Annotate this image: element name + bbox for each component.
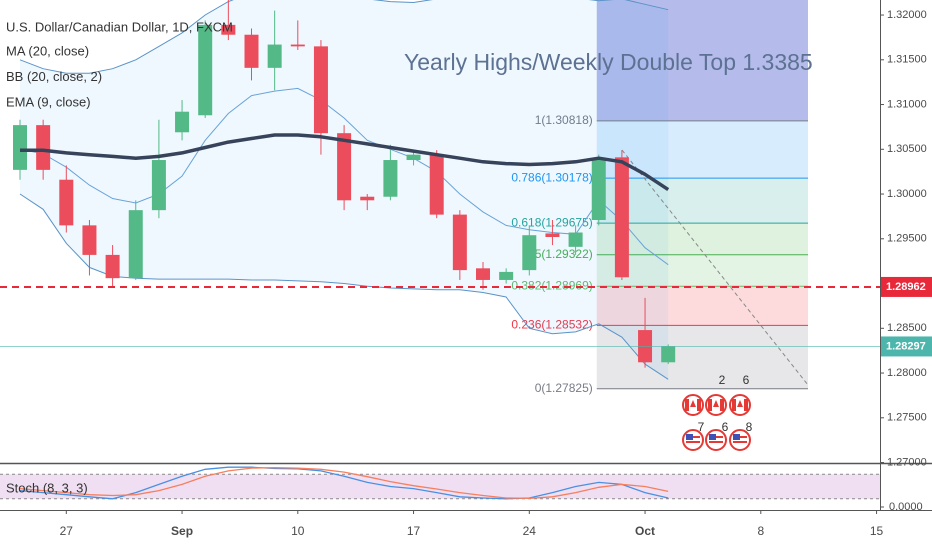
candle-body: [591, 160, 606, 220]
y-tick-label: 1.31000: [887, 98, 927, 110]
x-tick-label: 8: [757, 524, 764, 538]
stoch-title: Stoch (8, 3, 3): [6, 480, 88, 495]
bb-lower: [19, 193, 669, 380]
x-tick-label: 27: [60, 524, 74, 538]
candle-body: [406, 154, 421, 161]
candle-body: [105, 254, 120, 279]
candle-body: [198, 24, 213, 116]
candle-body: [244, 34, 259, 68]
candle-body: [337, 133, 352, 201]
candle-body: [82, 225, 97, 255]
fib-zone: [596, 325, 808, 389]
x-tick-label: 10: [291, 524, 305, 538]
price-tag: [881, 336, 932, 357]
candle-body: [661, 346, 676, 363]
overlay: Yearly Highs/Weekly Double Top 1.3385 2 6 7…: [0, 0, 932, 538]
candle-body: [36, 125, 51, 170]
stoch-pane: [0, 466, 880, 500]
y-tick-label: 1.28500: [887, 322, 927, 334]
candle-body: [429, 154, 444, 215]
legend-entry: BB (20, close, 2): [6, 69, 102, 84]
event-count: 8: [746, 420, 753, 434]
candle-body: [522, 235, 537, 271]
flag-part: [720, 399, 724, 411]
flag-part: [733, 434, 740, 440]
y-tick-label: 1.27500: [887, 412, 927, 424]
event-count: 7: [698, 420, 705, 434]
price-tag-label: 1.28297: [886, 340, 926, 352]
candle-body: [452, 214, 467, 271]
y-tick-label: 1.27000: [887, 456, 927, 468]
candle-body: [128, 210, 143, 279]
candle-body: [568, 232, 583, 247]
candle-body: [13, 125, 27, 170]
stoch-line: [19, 466, 669, 500]
flag-part: [708, 399, 712, 411]
legend-entry: EMA (9, close): [6, 94, 91, 109]
x-tick-label: 17: [407, 524, 421, 538]
y-tick-label: 1.30500: [887, 143, 927, 155]
y-tick-label: 1.28000: [887, 367, 927, 379]
fib-zone: [596, 286, 808, 326]
x-tick-label: Oct: [635, 524, 655, 538]
x-tick-label: 24: [523, 524, 537, 538]
flag-part: [744, 399, 748, 411]
flag-part: [697, 399, 701, 411]
y-tick-label: 1.31500: [887, 54, 927, 66]
trend-line: [621, 149, 809, 386]
fib-level-label: 0.382(1.28969): [511, 278, 592, 292]
candle-body: [267, 44, 282, 68]
flag-part: [690, 400, 696, 407]
candle-body: [221, 24, 236, 35]
y-tick-label: 1.32000: [887, 9, 927, 21]
candle-body: [290, 44, 305, 47]
event-count: 2: [719, 373, 726, 387]
price-tag-label: 1.28962: [886, 281, 926, 293]
flag-part: [686, 434, 693, 440]
candle-body: [59, 179, 74, 226]
candle-body: [614, 157, 629, 278]
y-tick-label: 1.30000: [887, 188, 927, 200]
fib-zone: [596, 178, 808, 224]
candle-body: [151, 160, 166, 211]
fib-zone: [596, 254, 808, 287]
price-range-box: [596, 0, 808, 121]
candle-body: [499, 271, 514, 280]
flag-part: [709, 434, 716, 440]
fib-level-label: 0.236(1.28532): [511, 318, 592, 332]
fib-level-label: 1(1.30818): [535, 113, 593, 127]
flag-part: [732, 399, 736, 411]
event-count: 6: [743, 373, 750, 387]
annotation: Yearly Highs/Weekly Double Top 1.3385: [404, 49, 813, 75]
main-pane: 1(1.30818)0.786(1.30178)0.618(1.29675)0.…: [0, 0, 880, 395]
ema-line: [19, 87, 669, 266]
fib-level-label: 0(1.27825): [535, 381, 593, 395]
stoch-band: [0, 474, 880, 499]
y-tick-label: 1.29500: [887, 233, 927, 245]
price-tag: [881, 276, 932, 297]
y-tick-label: 0.0000: [889, 501, 923, 513]
candle-body: [383, 160, 398, 197]
fib-zone: [596, 223, 808, 255]
bb-upper: [19, 0, 669, 74]
ma-line: [20, 133, 670, 192]
candle-body: [360, 196, 375, 201]
legend-entry: MA (20, close): [6, 43, 89, 58]
candle-body: [175, 111, 190, 133]
chart-title: U.S. Dollar/Canadian Dollar, 1D, FXCM: [6, 19, 233, 34]
x-tick-label: 15: [870, 524, 884, 538]
candle-body: [476, 268, 490, 280]
flag-part: [685, 399, 689, 411]
candle-body: [545, 233, 560, 237]
x-tick-label: Sep: [171, 524, 193, 538]
event-count: 6: [722, 420, 729, 434]
flag-part: [713, 400, 719, 407]
candle-body: [313, 46, 328, 134]
fib-level-label: 0.786(1.30178): [511, 170, 592, 184]
flag-part: [737, 400, 743, 407]
